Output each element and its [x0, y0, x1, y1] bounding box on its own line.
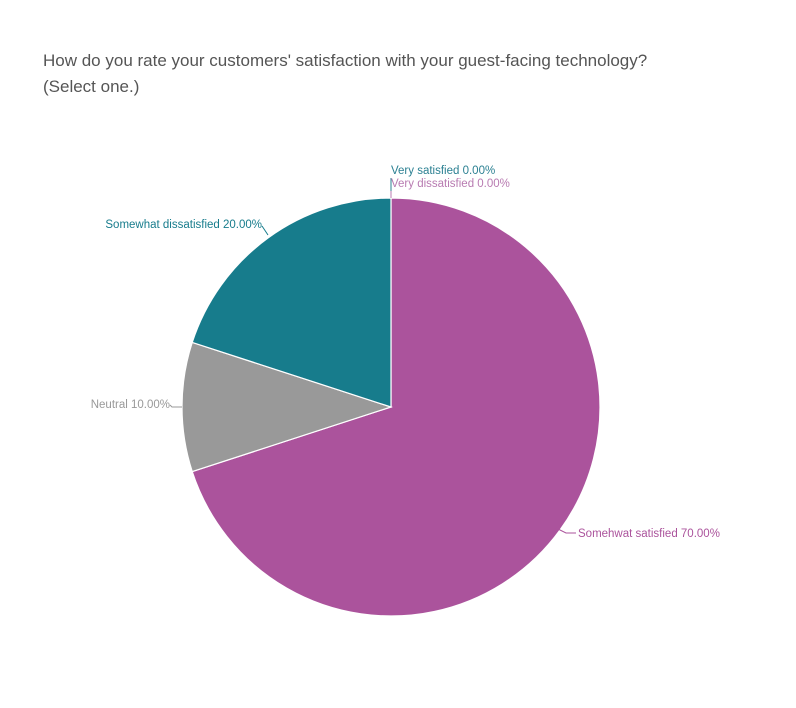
- pie-leader-lines: [169, 178, 576, 534]
- chart-title: How do you rate your customers' satisfac…: [43, 48, 763, 100]
- pie-labels: Very satisfied 0.00% Somehwat satisfied 7…: [91, 165, 720, 540]
- leader-line-somehwat-satisfied: [555, 527, 576, 534]
- slice-label-very-satisfied: Very satisfied 0.00%: [391, 165, 495, 177]
- pie-slice-neutral[interactable]: [181, 341, 393, 473]
- slice-label-somewhat-dissatisfied: Somewhat dissatisfied 20.00%: [105, 219, 262, 231]
- pie-slices: [181, 197, 601, 617]
- slice-label-neutral: Neutral 10.00%: [91, 399, 170, 411]
- chart-title-line-2: (Select one.): [43, 77, 140, 96]
- slice-label-very-dissatisfied: Very dissatisfied 0.00%: [391, 178, 510, 190]
- slice-label-somehwat-satisfied: Somehwat satisfied 70.00%: [578, 528, 720, 540]
- pie-slice-somewhat-dissatisfied[interactable]: [191, 197, 392, 408]
- leader-line-neutral: [169, 404, 182, 408]
- leader-line-somewhat-dissatisfied: [261, 225, 269, 236]
- chart-title-line-1: How do you rate your customers' satisfac…: [43, 51, 648, 70]
